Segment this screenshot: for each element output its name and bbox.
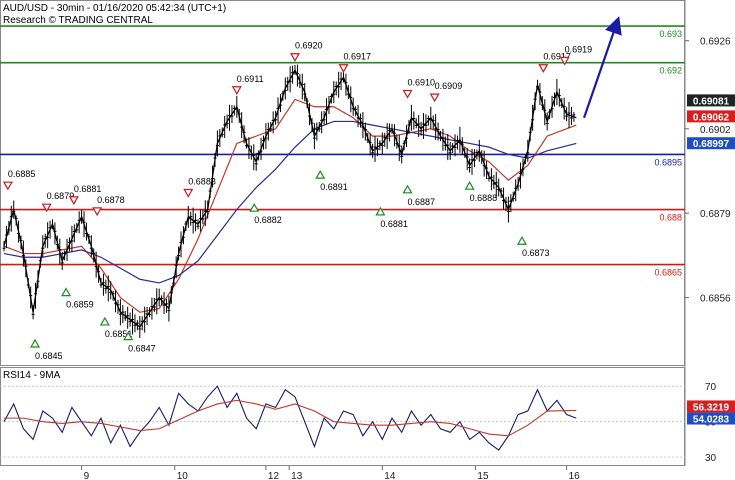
- price-series: [2, 64, 577, 338]
- price-badge-label-0: 0.69081: [693, 96, 730, 107]
- pivot-low-label-6: 0.6881: [380, 219, 408, 229]
- moving-averages: [3, 98, 577, 313]
- date-tick-label-5: 15: [477, 471, 489, 480]
- price-badge-label-2: 0.68997: [693, 139, 730, 150]
- pivot-low-label-3: 0.6847: [128, 344, 156, 354]
- price-badge-2: [687, 137, 735, 150]
- rsi-badge-label-0: 56.3219: [693, 402, 730, 413]
- pivot-high-label-5: 0.6911: [237, 74, 264, 84]
- pivot-low-marker-1: [61, 287, 72, 297]
- pivot-high-marker-7: [338, 64, 349, 73]
- price-tick-label-1: 0.6902: [700, 125, 731, 136]
- price-tick-label-3: 0.6856: [700, 294, 731, 305]
- pivot-high-marker-1: [41, 203, 52, 213]
- pivot-low-label-8: 0.6888: [470, 193, 498, 203]
- pivot-low-label-0: 0.6845: [35, 351, 63, 361]
- pivot-high-marker-3: [92, 207, 103, 217]
- ma-line-ma_red: [3, 98, 577, 313]
- rsi-tick-label-2: 30: [705, 453, 717, 464]
- price-badge-1: [687, 110, 735, 123]
- level-label-2: 0.6895: [654, 157, 682, 167]
- pivot-low-label-5: 0.6891: [320, 182, 348, 192]
- research-credit: Research © TRADING CENTRAL: [3, 15, 153, 26]
- pivot-high-label-2: 0.6881: [74, 184, 102, 194]
- pivot-markers: 0.68850.68790.68810.68780.68830.69110.69…: [2, 41, 593, 361]
- pivot-high-marker-9: [429, 93, 440, 103]
- pivot-high-marker-0: [2, 181, 13, 191]
- price-badges: 0.69081 0.69062 0.68997: [687, 94, 735, 150]
- pivot-low-marker-4: [249, 202, 260, 212]
- level-label-3: 0.688: [659, 213, 682, 223]
- pivot-low-label-9: 0.6873: [522, 248, 550, 258]
- pivot-high-marker-6: [289, 53, 301, 62]
- pivot-low-marker-2: [99, 316, 110, 326]
- pivot-high-marker-5: [231, 86, 242, 95]
- pivot-low-marker-9: [516, 236, 528, 245]
- chart-title: AUD/USD - 30min - 01/16/2020 05:42:34 (U…: [3, 3, 226, 14]
- price-badge-label-1: 0.69062: [693, 112, 730, 123]
- pivot-low-label-2: 0.6851: [105, 329, 133, 339]
- pivot-high-marker-11: [559, 56, 570, 66]
- pivot-low-label-1: 0.6859: [66, 300, 94, 310]
- level-label-4: 0.6865: [654, 268, 682, 278]
- forecast-arrow-line: [583, 16, 622, 119]
- rsi-badge-0: [687, 400, 735, 413]
- price-tick-label-0: 0.6926: [700, 37, 731, 48]
- rsi-title: RSI14 - 9MA: [3, 370, 61, 381]
- pivot-high-label-9: 0.6909: [435, 81, 463, 91]
- price-axis: 0.6926 0.6902 0.6879 0.6856: [685, 37, 731, 305]
- pivot-high-label-0: 0.6885: [8, 169, 36, 179]
- pivot-low-marker-0: [30, 338, 41, 348]
- pivot-low-label-4: 0.6882: [254, 215, 282, 225]
- level-label-0: 0.693: [659, 29, 682, 39]
- rsi-ma-line: [4, 399, 577, 437]
- forecast-arrow: [583, 16, 622, 119]
- pivot-high-label-6: 0.6920: [295, 41, 323, 51]
- support-resistance-levels: 0.693 0.692 0.6895 0.688 0.6865: [0, 25, 685, 278]
- pivot-low-marker-7: [402, 184, 413, 194]
- pivot-low-marker-8: [464, 180, 475, 190]
- rsi-panel-frame: [0, 367, 685, 466]
- price-tick-label-2: 0.6879: [700, 209, 731, 220]
- pivot-high-label-10: 0.6917: [543, 52, 571, 62]
- date-tick-label-0: 9: [84, 471, 90, 480]
- date-tick-label-6: 16: [569, 471, 581, 480]
- date-tick-label-1: 10: [177, 471, 189, 480]
- pivot-high-marker-10: [538, 64, 549, 73]
- pivot-high-label-3: 0.6878: [97, 195, 125, 205]
- date-tick-label-2: 12: [268, 471, 280, 480]
- pivot-high-marker-8: [402, 89, 413, 99]
- pivot-low-marker-3: [123, 331, 134, 341]
- date-tick-label-4: 14: [384, 471, 396, 480]
- pivot-low-label-7: 0.6887: [408, 197, 436, 207]
- pivot-high-label-4: 0.6883: [188, 177, 216, 187]
- pivot-high-label-11: 0.6919: [565, 44, 593, 54]
- date-axis: 9 10 12 13 14 15 16: [81, 466, 581, 480]
- date-tick-label-3: 13: [291, 471, 303, 480]
- pivot-high-label-8: 0.6910: [408, 77, 436, 87]
- pivot-high-label-7: 0.6917: [344, 52, 372, 62]
- level-label-1: 0.692: [659, 66, 682, 76]
- ma-line-ma_blue: [3, 120, 577, 284]
- price-badge-0: [687, 94, 735, 107]
- pivot-high-marker-2: [68, 196, 79, 206]
- pivot-high-label-1: 0.6879: [47, 191, 75, 201]
- pivot-low-marker-6: [375, 206, 386, 216]
- rsi-tick-label-0: 70: [705, 382, 717, 393]
- rsi-line: [3, 385, 577, 451]
- pivot-high-marker-4: [183, 188, 194, 198]
- rsi-badge-label-1: 54.0283: [693, 415, 730, 426]
- pivot-low-marker-5: [315, 169, 326, 179]
- rsi-badge-1: [687, 412, 735, 425]
